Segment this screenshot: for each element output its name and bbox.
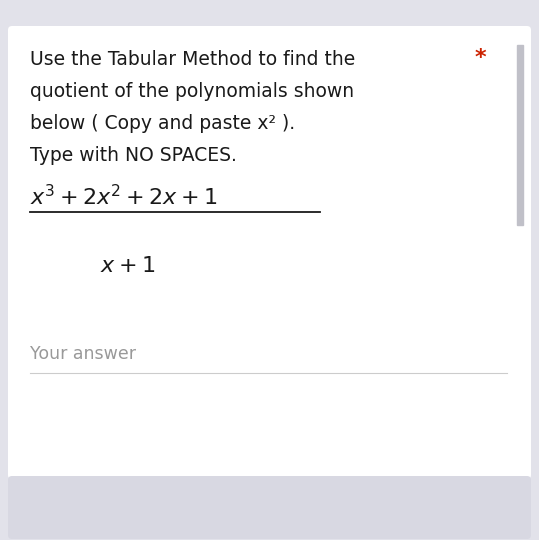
FancyBboxPatch shape bbox=[8, 476, 531, 539]
Text: Type with NO SPACES.: Type with NO SPACES. bbox=[30, 146, 237, 165]
Text: $x + 1$: $x + 1$ bbox=[100, 255, 155, 277]
Text: below ( Copy and paste x² ).: below ( Copy and paste x² ). bbox=[30, 114, 295, 133]
Text: $x^3 + 2x^2 + 2x + 1$: $x^3 + 2x^2 + 2x + 1$ bbox=[30, 185, 217, 210]
Bar bbox=[517, 45, 523, 225]
Text: Use the Tabular Method to find the: Use the Tabular Method to find the bbox=[30, 50, 355, 69]
Text: Your answer: Your answer bbox=[30, 345, 136, 363]
Text: *: * bbox=[475, 48, 487, 68]
Text: quotient of the polynomials shown: quotient of the polynomials shown bbox=[30, 82, 354, 101]
FancyBboxPatch shape bbox=[8, 26, 531, 479]
